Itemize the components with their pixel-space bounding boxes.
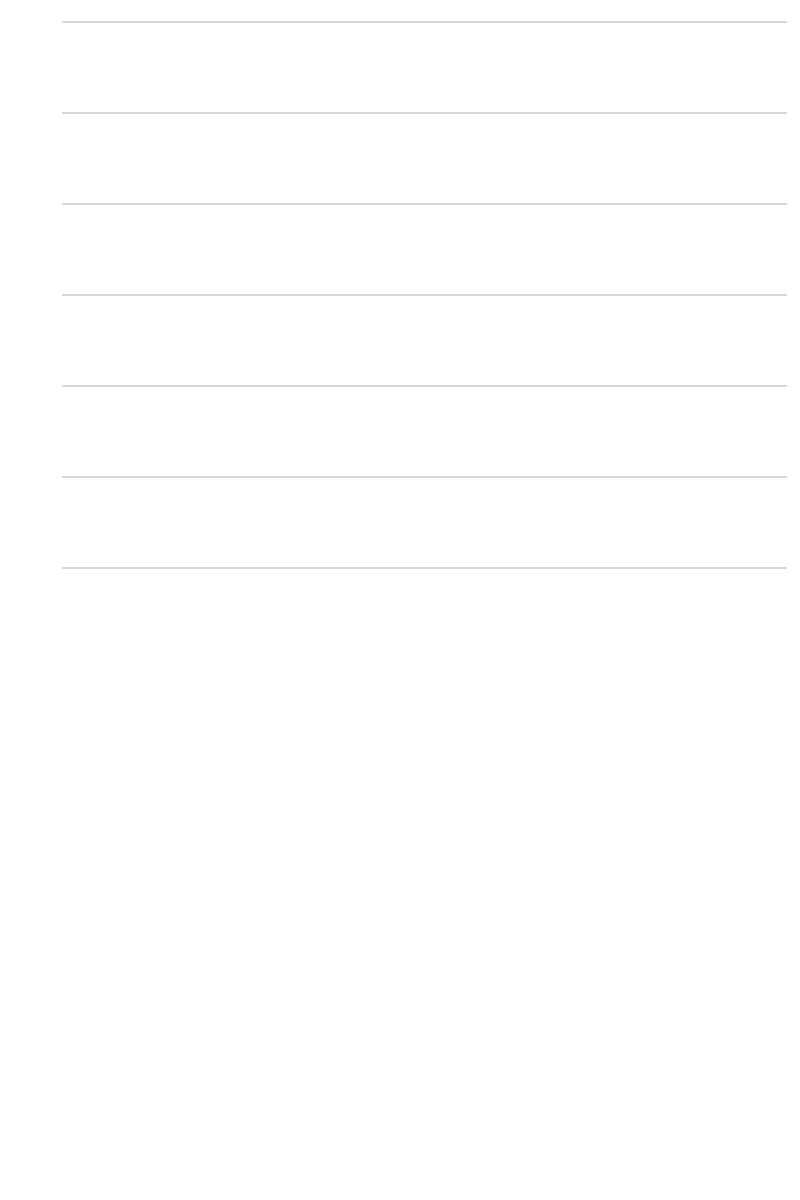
plot-area-confirmed (62, 21, 787, 569)
